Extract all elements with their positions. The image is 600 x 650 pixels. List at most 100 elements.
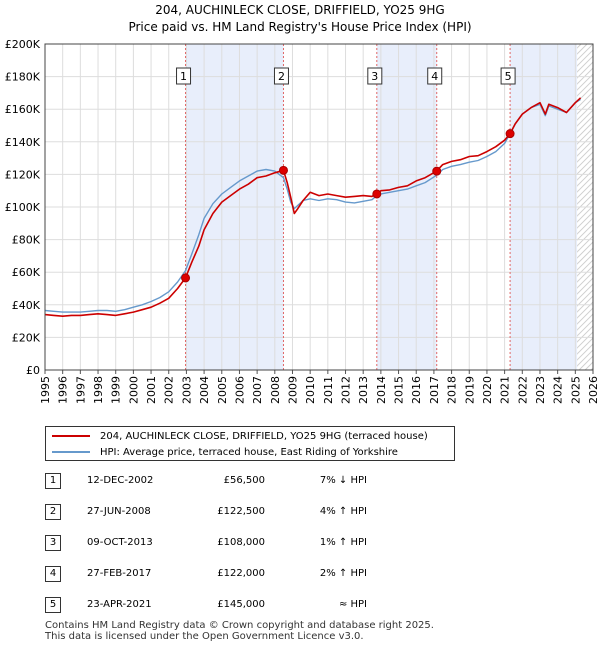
x-tick-label: 2016 — [410, 376, 423, 404]
y-tick-label: £40K — [12, 299, 41, 312]
transaction-number-label: 3 — [371, 70, 378, 83]
x-tick-label: 2013 — [357, 376, 370, 404]
chart-title: 204, AUCHINLECK CLOSE, DRIFFIELD, YO25 9… — [155, 3, 444, 17]
transaction-hpi: 1% ↑ HPI — [319, 537, 367, 548]
y-tick-label: £160K — [5, 103, 41, 116]
x-tick-label: 2019 — [463, 376, 476, 404]
transaction-price: £108,000 — [217, 537, 265, 548]
legend-swatch-property — [52, 435, 90, 437]
x-tick-label: 2006 — [233, 376, 246, 404]
table-row: 4 27-FEB-2017 £122,000 2% ↑ HPI — [45, 566, 405, 582]
y-tick-label: £20K — [12, 331, 41, 344]
table-row: 2 27-JUN-2008 £122,500 4% ↑ HPI — [45, 504, 405, 520]
legend-label-property: 204, AUCHINLECK CLOSE, DRIFFIELD, YO25 9… — [100, 430, 428, 442]
transaction-hpi: 7% ↓ HPI — [319, 475, 367, 486]
transaction-hpi: ≈ HPI — [338, 599, 367, 610]
x-tick-label: 1995 — [39, 376, 52, 404]
transaction-number-box — [367, 67, 383, 85]
transaction-date: 09-OCT-2013 — [87, 537, 153, 548]
x-tick-label: 2014 — [375, 376, 388, 404]
transaction-number-box — [500, 67, 516, 85]
transaction-date: 27-FEB-2017 — [87, 568, 152, 579]
x-tick-label: 2011 — [322, 376, 335, 404]
transaction-number: 3 — [45, 535, 61, 551]
transaction-date: 23-APR-2021 — [87, 599, 152, 610]
table-row: 5 23-APR-2021 £145,000 ≈ HPI — [45, 597, 405, 613]
x-tick-label: 2002 — [163, 376, 176, 404]
legend-item-hpi: HPI: Average price, terraced house, East… — [52, 444, 398, 460]
x-tick-label: 2020 — [481, 376, 494, 404]
x-tick-label: 2008 — [269, 376, 282, 404]
y-tick-label: £80K — [12, 234, 41, 247]
footer-copyright: Contains HM Land Registry data © Crown c… — [45, 620, 434, 631]
transaction-number-box — [427, 67, 443, 85]
legend-item-property: 204, AUCHINLECK CLOSE, DRIFFIELD, YO25 9… — [52, 428, 428, 444]
price-chart: 204, AUCHINLECK CLOSE, DRIFFIELD, YO25 9… — [5, 3, 600, 404]
transaction-number-label: 4 — [431, 70, 438, 83]
transaction-point — [278, 165, 288, 175]
chart-subtitle: Price paid vs. HM Land Registry's House … — [128, 20, 471, 34]
transaction-number: 4 — [45, 566, 61, 582]
transaction-point — [432, 166, 442, 176]
legend-label-hpi: HPI: Average price, terraced house, East… — [100, 446, 398, 458]
transaction-number-box — [176, 67, 192, 85]
transaction-point — [181, 273, 191, 283]
y-tick-label: £0 — [26, 364, 40, 377]
transaction-hpi: 2% ↑ HPI — [319, 568, 367, 579]
transaction-number-label: 2 — [278, 70, 285, 83]
x-tick-label: 1998 — [92, 376, 105, 404]
x-tick-label: 2025 — [569, 376, 582, 404]
hatch-line — [577, 313, 594, 331]
x-tick-label: 2007 — [251, 376, 264, 404]
x-tick-label: 2018 — [446, 376, 459, 404]
transaction-date: 12-DEC-2002 — [87, 475, 154, 486]
legend: 204, AUCHINLECK CLOSE, DRIFFIELD, YO25 9… — [45, 426, 455, 461]
y-tick-label: £120K — [5, 168, 41, 181]
series-line-hpi — [44, 98, 581, 313]
x-tick-label: 2022 — [516, 376, 529, 404]
x-tick-label: 2024 — [552, 376, 565, 404]
transaction-number-box — [273, 67, 289, 85]
y-tick-label: £180K — [5, 71, 41, 84]
x-tick-label: 2026 — [587, 376, 600, 404]
x-tick-label: 2021 — [499, 376, 512, 404]
y-tick-label: £200K — [5, 38, 41, 51]
series-line-property — [44, 97, 582, 318]
x-tick-label: 2003 — [180, 376, 193, 404]
transaction-number: 2 — [45, 504, 61, 520]
x-tick-label: 1996 — [57, 376, 70, 404]
x-tick-label: 2009 — [286, 376, 299, 404]
x-tick-label: 2015 — [393, 376, 406, 404]
hatch-line — [577, 307, 594, 325]
x-tick-label: 2012 — [340, 376, 353, 404]
footer-attribution: Contains HM Land Registry data © Crown c… — [45, 620, 434, 642]
x-tick-label: 2004 — [198, 376, 211, 404]
legend-swatch-hpi — [52, 451, 90, 453]
transaction-hpi: 4% ↑ HPI — [319, 506, 367, 517]
transaction-price: £122,000 — [217, 568, 265, 579]
x-tick-label: 2000 — [127, 376, 140, 404]
transaction-point — [505, 129, 515, 139]
y-tick-label: £140K — [5, 136, 41, 149]
transaction-price: £56,500 — [223, 475, 265, 486]
hatch-line — [577, 91, 594, 109]
transaction-price: £122,500 — [217, 506, 265, 517]
x-tick-label: 2010 — [304, 376, 317, 404]
y-tick-label: £60K — [12, 266, 41, 279]
x-tick-label: 2005 — [216, 376, 229, 404]
x-tick-label: 1999 — [110, 376, 123, 404]
transaction-date: 27-JUN-2008 — [87, 506, 151, 517]
transaction-point — [372, 189, 382, 199]
y-tick-label: £100K — [5, 201, 41, 214]
transaction-number: 5 — [45, 597, 61, 613]
x-tick-label: 2023 — [534, 376, 547, 404]
hatch-line — [577, 301, 594, 319]
transaction-number-label: 5 — [505, 70, 512, 83]
transaction-price: £145,000 — [217, 599, 265, 610]
table-row: 1 12-DEC-2002 £56,500 7% ↓ HPI — [45, 473, 405, 489]
footer-licence: This data is licensed under the Open Gov… — [45, 631, 364, 642]
transaction-number: 1 — [45, 473, 61, 489]
plot-frame — [44, 43, 594, 371]
x-tick-label: 2017 — [428, 376, 441, 404]
table-row: 3 09-OCT-2013 £108,000 1% ↑ HPI — [45, 535, 405, 551]
